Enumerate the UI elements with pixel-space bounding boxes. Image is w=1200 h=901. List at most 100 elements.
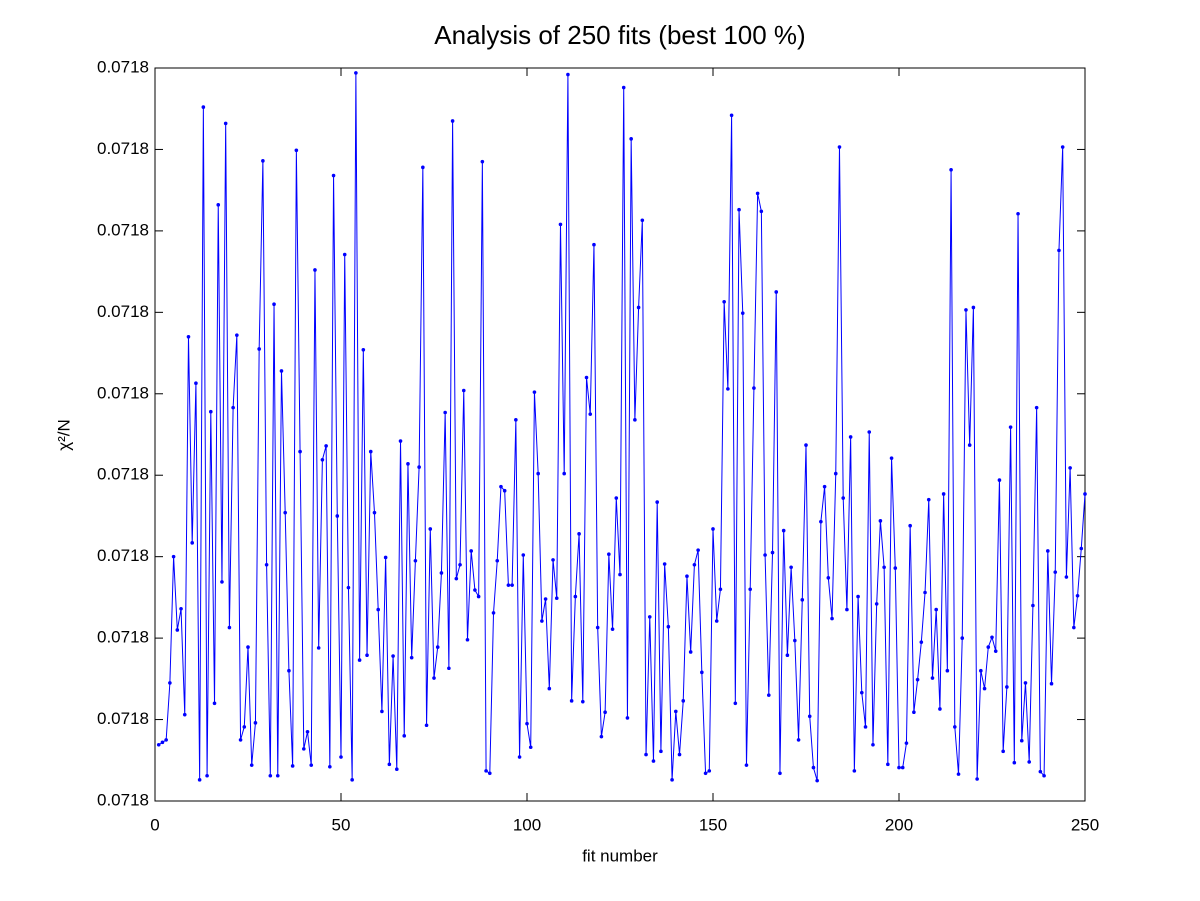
data-point bbox=[904, 741, 909, 745]
data-point bbox=[368, 449, 373, 454]
data-point bbox=[614, 496, 619, 500]
data-point bbox=[190, 541, 194, 545]
data-point bbox=[822, 484, 827, 489]
data-point bbox=[748, 587, 752, 592]
data-point bbox=[867, 430, 872, 434]
data-point bbox=[618, 572, 622, 577]
data-point bbox=[566, 72, 570, 77]
data-point bbox=[391, 654, 395, 658]
data-point bbox=[1072, 625, 1076, 630]
data-point bbox=[1027, 760, 1031, 764]
data-point bbox=[331, 173, 336, 178]
data-point bbox=[845, 607, 849, 612]
data-point bbox=[480, 159, 485, 164]
data-point bbox=[971, 305, 976, 310]
y-tick-label: 0.0718 bbox=[97, 302, 149, 321]
data-point bbox=[1068, 466, 1072, 470]
data-point bbox=[294, 148, 299, 153]
data-point bbox=[1060, 145, 1065, 149]
data-point bbox=[752, 386, 756, 390]
data-point bbox=[469, 549, 474, 553]
data-point bbox=[863, 725, 868, 729]
data-point bbox=[432, 676, 436, 680]
data-point bbox=[900, 765, 905, 770]
data-point bbox=[287, 668, 291, 673]
y-tick-label: 0.0718 bbox=[97, 790, 149, 809]
data-point bbox=[930, 676, 935, 680]
data-point bbox=[882, 565, 886, 570]
data-point bbox=[945, 668, 950, 673]
data-point bbox=[640, 218, 645, 223]
data-point bbox=[1049, 681, 1054, 686]
data-point bbox=[443, 410, 447, 415]
data-point bbox=[1016, 211, 1020, 216]
data-point bbox=[428, 527, 433, 531]
data-point bbox=[231, 405, 235, 410]
data-point bbox=[361, 347, 366, 352]
data-point bbox=[573, 594, 578, 599]
data-point bbox=[740, 311, 745, 315]
data-point bbox=[744, 763, 749, 767]
x-tick-label: 100 bbox=[513, 815, 541, 834]
data-point bbox=[402, 734, 407, 738]
data-point bbox=[540, 619, 544, 623]
data-point bbox=[499, 484, 503, 489]
data-point bbox=[621, 85, 626, 90]
data-point bbox=[592, 242, 596, 247]
data-point bbox=[688, 650, 693, 654]
data-point bbox=[554, 596, 559, 601]
data-point bbox=[1064, 575, 1069, 579]
data-point bbox=[967, 443, 972, 447]
data-point bbox=[584, 375, 589, 380]
data-point bbox=[186, 334, 191, 339]
data-point bbox=[982, 686, 987, 691]
data-point bbox=[666, 624, 671, 629]
data-point bbox=[644, 752, 648, 757]
data-point bbox=[949, 168, 953, 172]
data-point bbox=[1008, 425, 1013, 429]
y-tick-label: 0.0718 bbox=[97, 709, 149, 728]
data-point bbox=[458, 563, 462, 567]
data-point bbox=[194, 381, 198, 385]
data-point bbox=[819, 519, 823, 524]
data-point bbox=[335, 514, 340, 518]
data-point bbox=[860, 690, 864, 695]
data-point bbox=[528, 745, 533, 750]
data-point bbox=[1075, 593, 1080, 598]
data-point bbox=[376, 607, 381, 612]
x-tick-label: 50 bbox=[332, 815, 351, 834]
data-point bbox=[417, 465, 421, 469]
data-point bbox=[264, 563, 269, 567]
data-point bbox=[941, 492, 946, 496]
data-point bbox=[387, 762, 392, 767]
data-point bbox=[406, 462, 410, 466]
data-point bbox=[651, 759, 656, 763]
data-point bbox=[852, 769, 857, 773]
data-point bbox=[238, 738, 243, 742]
data-point bbox=[395, 767, 399, 772]
data-point bbox=[685, 574, 689, 579]
data-point bbox=[261, 159, 265, 163]
data-point bbox=[473, 588, 477, 592]
data-point bbox=[893, 566, 898, 570]
y-axis-label: χ²/N bbox=[54, 419, 73, 451]
data-point bbox=[168, 681, 172, 685]
data-point bbox=[313, 268, 317, 272]
data-point bbox=[1023, 681, 1028, 685]
data-point bbox=[919, 640, 924, 644]
x-tick-label: 0 bbox=[150, 815, 159, 834]
data-point bbox=[249, 763, 254, 767]
data-point bbox=[1083, 492, 1087, 496]
data-point bbox=[577, 532, 581, 536]
data-point bbox=[770, 550, 775, 555]
data-point bbox=[636, 305, 641, 310]
data-point bbox=[160, 740, 165, 745]
data-point bbox=[372, 510, 377, 515]
data-point bbox=[156, 743, 161, 747]
data-point bbox=[551, 558, 555, 562]
data-point bbox=[833, 471, 838, 476]
data-point bbox=[350, 778, 354, 782]
y-tick-label: 0.0718 bbox=[97, 220, 149, 239]
data-point bbox=[915, 677, 920, 682]
data-point bbox=[197, 778, 202, 782]
